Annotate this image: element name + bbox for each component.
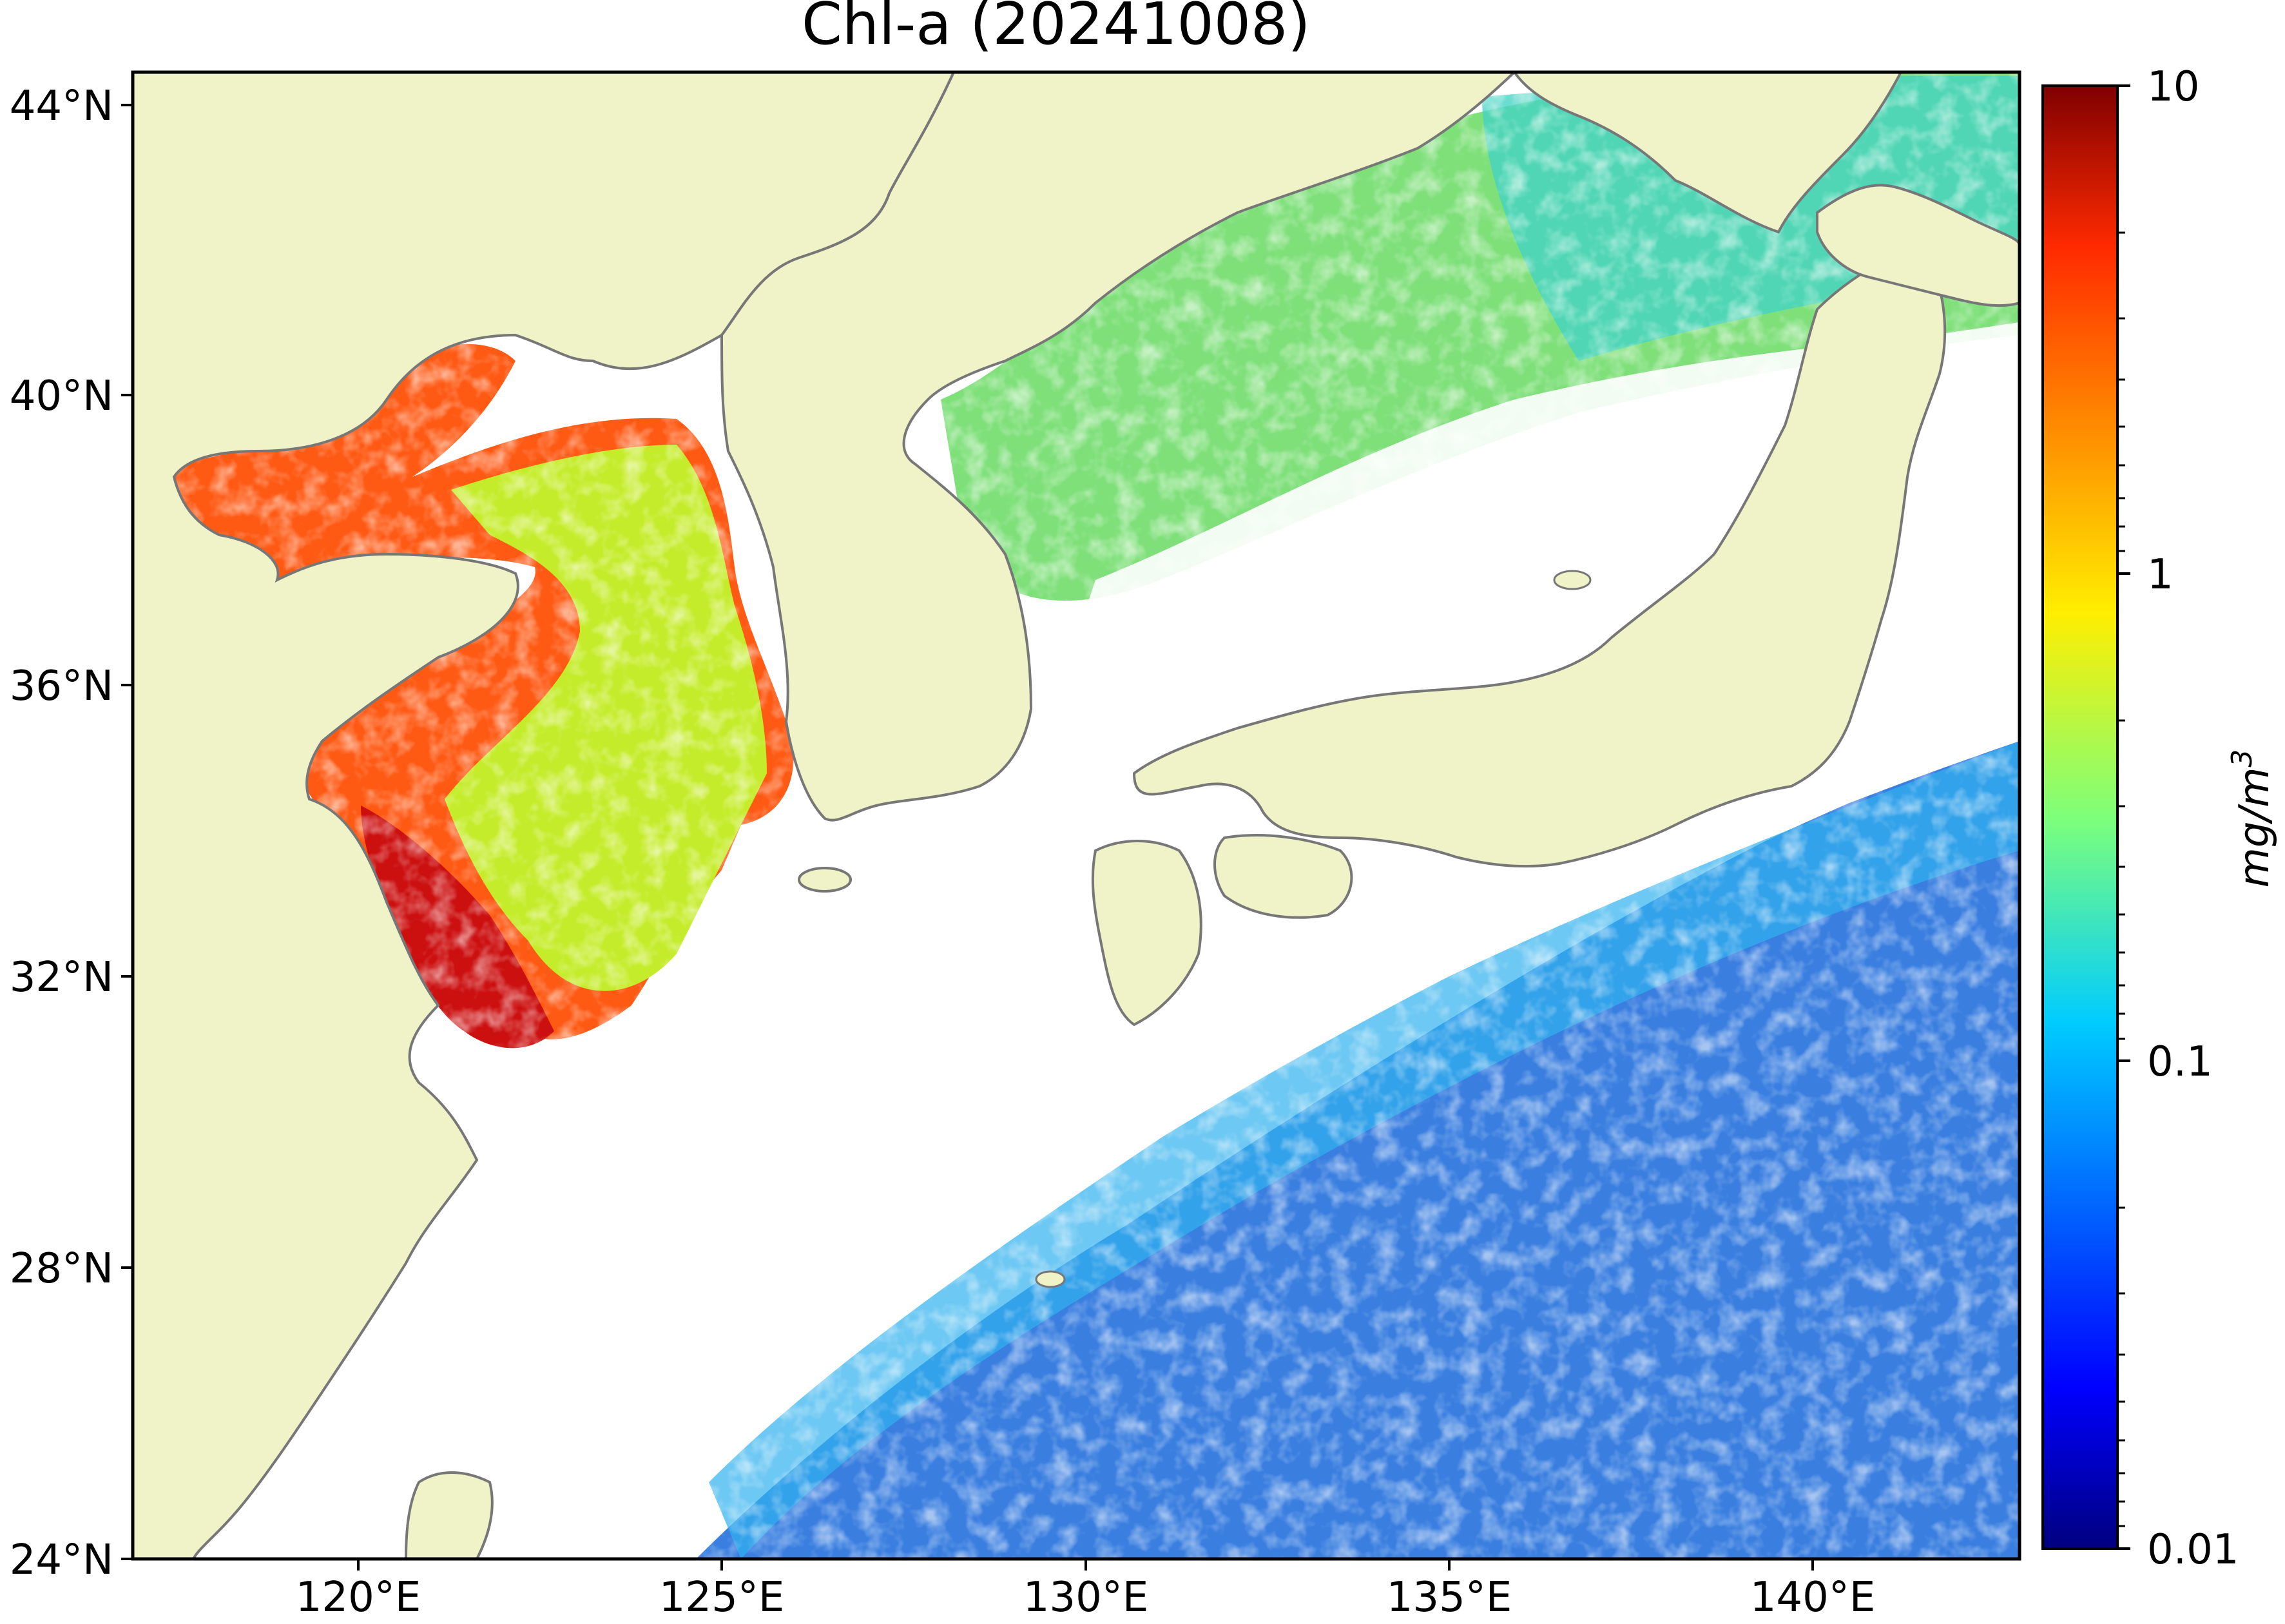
y-tick-label: 36°N	[10, 662, 113, 710]
y-tick-label: 40°N	[10, 372, 113, 420]
land-okinawa	[1035, 1270, 1066, 1288]
x-tick-label: 140°E	[1750, 1574, 1876, 1621]
x-tick-label: 125°E	[659, 1574, 785, 1621]
land-china	[133, 72, 956, 1559]
land-russia	[1512, 72, 1903, 234]
colorbar-tick-label: 0.01	[2147, 1526, 2239, 1574]
colorbar: 10 1 0.1 0.01 mg/m3	[2041, 63, 2279, 1574]
cloud-swath-upper	[1063, 322, 2020, 677]
land-kyushu	[1091, 840, 1202, 1027]
colorbar-tick-label: 1	[2147, 551, 2174, 599]
y-tick-label: 32°N	[10, 954, 113, 1001]
colorbar-tick-label: 0.1	[2147, 1038, 2213, 1086]
colorbar-tick-label: 10	[2147, 63, 2199, 111]
x-tick-label: 130°E	[1023, 1574, 1149, 1621]
x-tick-label: 135°E	[1387, 1574, 1512, 1621]
y-tick-label: 44°N	[10, 82, 113, 130]
colorbar-frame	[2041, 84, 2119, 1550]
title-text: Chl-a (20241008)	[802, 0, 1311, 58]
land-hokkaido	[1816, 184, 2020, 307]
x-axis: 120°E 125°E 130°E 135°E 140°E	[296, 1559, 1876, 1621]
land-taiwan	[404, 1471, 494, 1559]
land-shikoku	[1213, 834, 1353, 919]
map-area	[133, 72, 2020, 1559]
map-frame	[131, 70, 2021, 1561]
x-tick-label: 120°E	[296, 1574, 421, 1621]
land-honshu	[1132, 243, 1947, 868]
colorbar-unit-label: mg/m3	[2226, 749, 2279, 888]
land-jeju	[798, 867, 852, 893]
y-tick-label: 28°N	[10, 1245, 113, 1293]
land-sado	[1553, 570, 1592, 590]
colorbar-gradient	[2043, 86, 2117, 1549]
y-axis: 44°N 40°N 36°N 32°N 28°N 24°N	[10, 82, 133, 1584]
y-tick-label: 24°N	[10, 1536, 113, 1584]
